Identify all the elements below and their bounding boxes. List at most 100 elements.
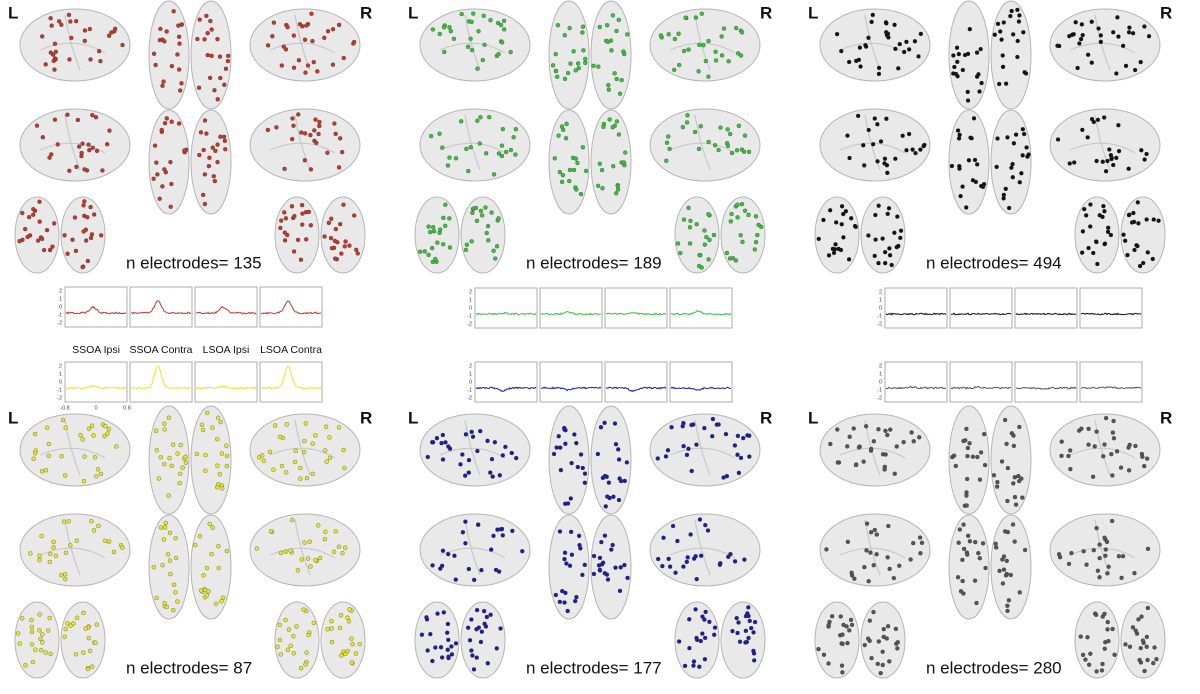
electrode-dot (1086, 426, 1091, 432)
electrode-dot (887, 246, 892, 251)
electrode-dot (215, 159, 220, 165)
electrode-dot (430, 440, 435, 445)
electrode-dot (1069, 550, 1074, 556)
trace-y-tick: -2 (467, 321, 472, 327)
electrode-dot (610, 542, 615, 548)
electrode-dot (93, 640, 98, 645)
electrode-dot (1089, 19, 1094, 24)
electrode-dot (478, 208, 484, 214)
electrode-dot (821, 652, 827, 657)
electrode-dot (687, 617, 692, 622)
electrode-dot (968, 135, 973, 140)
electrode-dot (283, 617, 288, 623)
electrode-dot (494, 646, 499, 651)
electrode-dot (706, 139, 711, 145)
electrode-dot (893, 156, 898, 161)
electrode-dot (1123, 238, 1128, 243)
brain-hemisphere (414, 196, 460, 274)
electrode-dot (349, 636, 354, 641)
electrode-dot (896, 243, 901, 249)
electrode-dot (723, 431, 729, 437)
electrode-dot (599, 540, 604, 545)
electrode-dot (469, 239, 474, 244)
electrode-dot (582, 471, 588, 476)
electrode-dot (703, 58, 708, 64)
electrode-dot (106, 33, 112, 38)
electrode-dot (282, 210, 287, 215)
electrode-dot (1114, 449, 1120, 454)
electrode-dot (86, 426, 92, 431)
electrode-dot (1008, 572, 1013, 578)
electrode-dot (175, 451, 180, 456)
trace-box (259, 361, 323, 403)
electrode-dot (333, 131, 338, 137)
electrode-dot (827, 619, 832, 624)
electrode-dot (874, 532, 879, 537)
electrode-dot (332, 121, 337, 126)
electrode-dot (182, 148, 187, 153)
electrode-dot (459, 11, 464, 17)
electrode-dot (873, 212, 878, 218)
electrode-dot (612, 421, 618, 426)
electrode-dot (1120, 554, 1126, 559)
electrode-dot (46, 441, 52, 447)
electrode-dot (953, 463, 958, 469)
electrode-dot (600, 186, 605, 191)
electrode-dot (694, 442, 699, 447)
electrode-dot (598, 425, 604, 430)
electrode-dot (305, 556, 311, 561)
electrode-dot (853, 462, 859, 468)
electrode-dot (332, 256, 338, 261)
trace-box (194, 361, 258, 403)
electrode-dot (74, 164, 79, 170)
electrode-dot (667, 146, 672, 152)
electrode-dot (302, 438, 307, 444)
electrode-dot (918, 551, 923, 556)
trace-line (950, 312, 1012, 316)
electrode-dot (1089, 60, 1094, 65)
electrode-dot (151, 176, 156, 181)
electrode-dot (279, 63, 284, 68)
electrode-dot (284, 422, 289, 427)
electrode-dot (982, 462, 988, 468)
electrode-dot (317, 123, 322, 129)
electrode-dot (849, 216, 854, 221)
electrode-dot (322, 234, 327, 239)
electrode-dot (60, 417, 66, 423)
electrode-dot (493, 256, 498, 261)
brain-sulcus (39, 114, 106, 171)
brain-sulcus (1069, 519, 1136, 576)
electrode-dot (89, 518, 94, 524)
electrode-dot (869, 446, 874, 452)
electrode-dot (689, 422, 694, 428)
electrode-dot (580, 145, 586, 150)
electrode-dot (508, 147, 514, 153)
electrode-dot (687, 225, 693, 230)
electrode-dot (213, 601, 219, 606)
electrode-dot (157, 196, 162, 201)
electrode-dot (958, 589, 964, 594)
electrode-dot (1006, 205, 1012, 211)
electrode-dot (447, 446, 453, 451)
electrode-dot (898, 235, 903, 240)
electrode-dot (843, 209, 849, 214)
electrode-dot (917, 535, 923, 540)
electrode-dot (285, 647, 291, 652)
trace-box (259, 286, 323, 328)
electrode-dot (491, 533, 496, 538)
trace-x-tick: 0.8 (123, 405, 131, 411)
electrode-dot (1102, 442, 1107, 447)
electrode-dot (1102, 535, 1107, 540)
electrode-dot (79, 150, 84, 156)
electrode-dot (895, 640, 900, 645)
electrode-dot (80, 141, 85, 146)
electrode-dot (316, 131, 321, 137)
electrode-dot (997, 81, 1002, 87)
electrode-dot (1109, 452, 1114, 457)
electrode-dot (337, 625, 343, 631)
electrode-dot (580, 572, 585, 578)
electrode-dot (919, 540, 925, 545)
electrode-dot (734, 148, 740, 153)
electrode-dot (1004, 571, 1009, 577)
electrode-dot (85, 666, 91, 672)
